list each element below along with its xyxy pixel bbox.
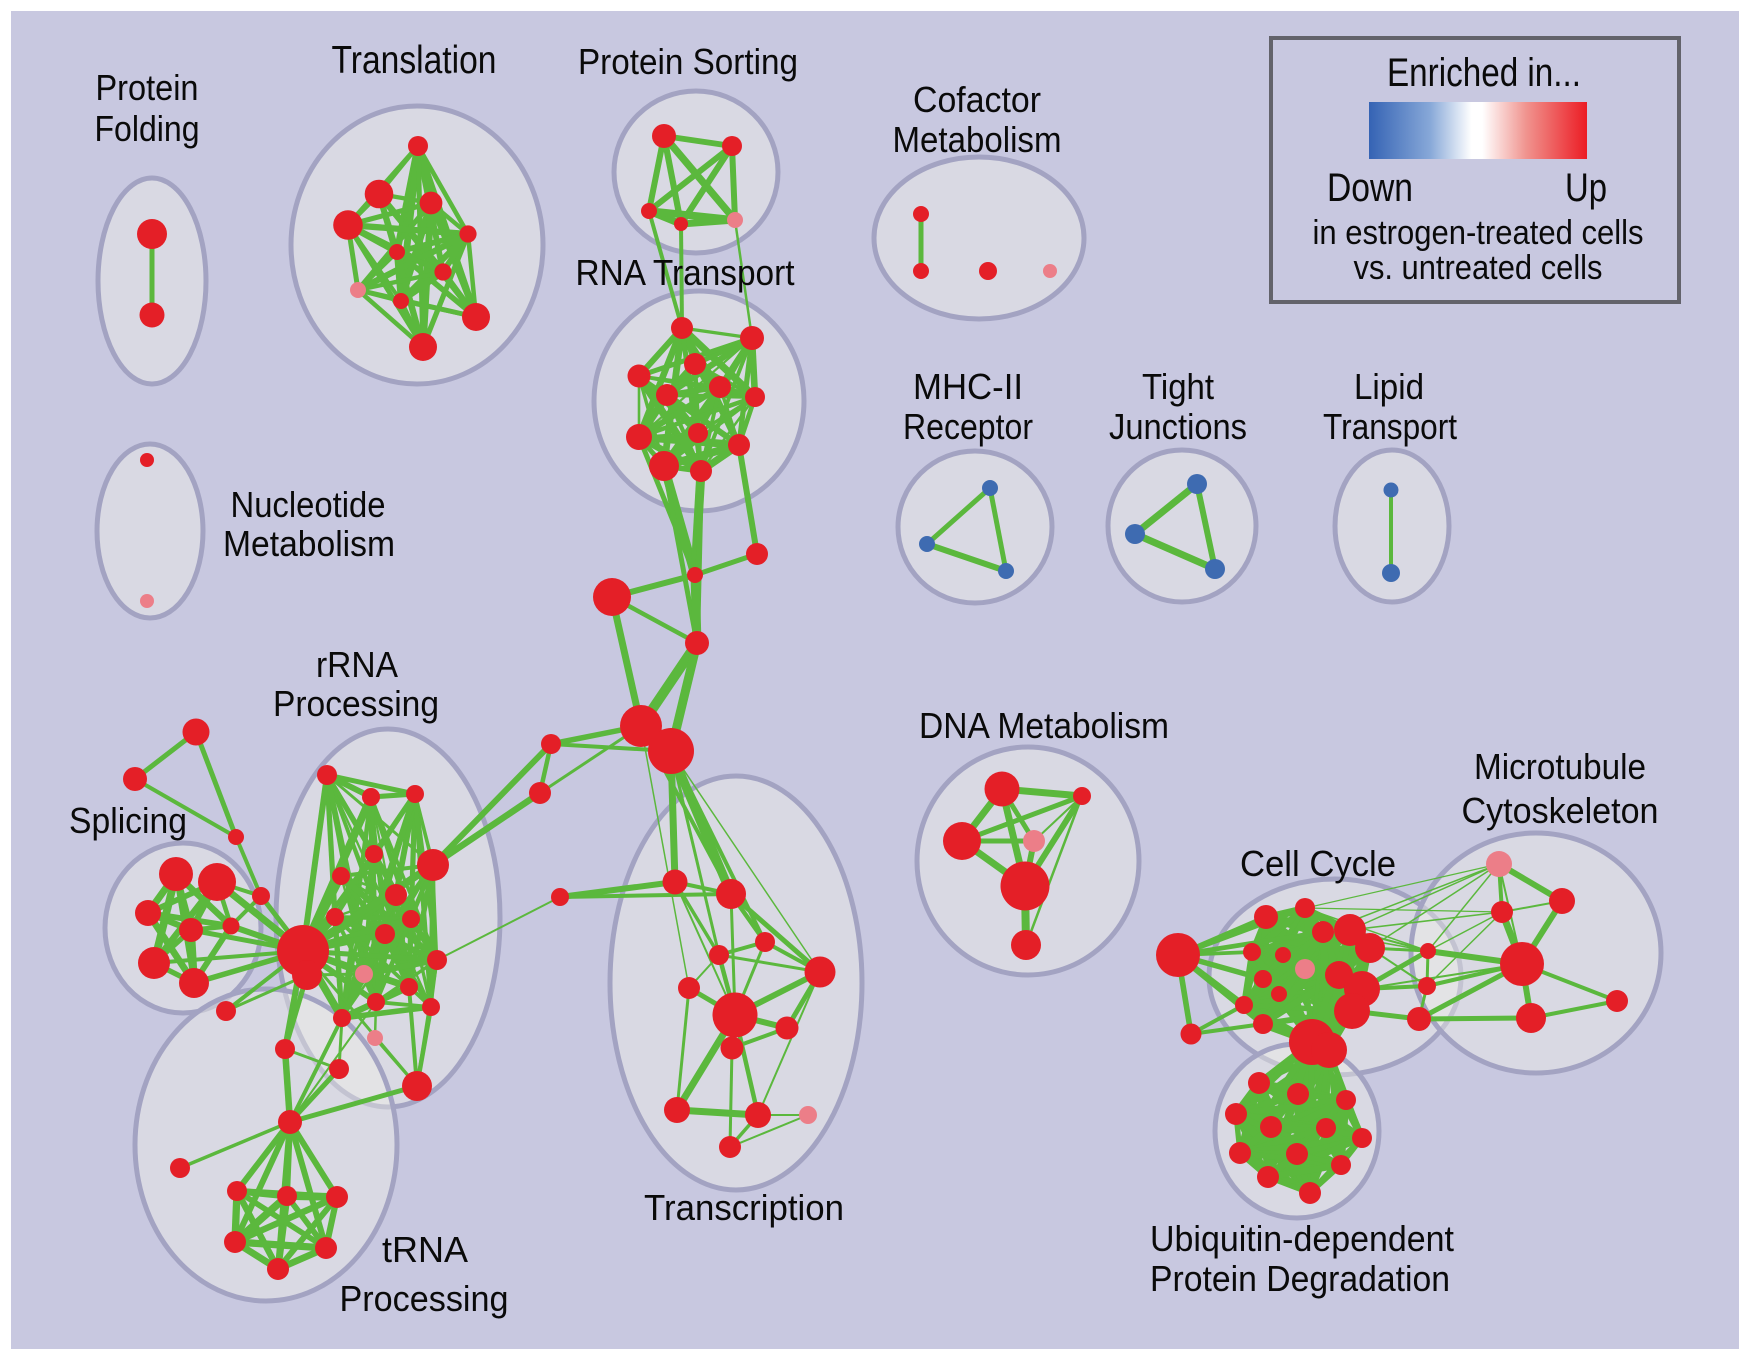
svg-text:Protein Degradation: Protein Degradation <box>1150 1258 1450 1299</box>
svg-text:MHC-II: MHC-II <box>913 366 1023 407</box>
svg-text:Up: Up <box>1565 166 1607 210</box>
svg-text:Cofactor: Cofactor <box>913 79 1041 120</box>
svg-text:DNA Metabolism: DNA Metabolism <box>919 705 1169 746</box>
svg-text:Transport: Transport <box>1323 406 1457 447</box>
svg-text:Enriched in...: Enriched in... <box>1387 51 1581 95</box>
svg-text:Cytoskeleton: Cytoskeleton <box>1462 790 1659 831</box>
svg-text:Metabolism: Metabolism <box>893 119 1062 160</box>
svg-text:Processing: Processing <box>273 683 439 724</box>
svg-text:Receptor: Receptor <box>903 406 1033 447</box>
svg-text:Protein: Protein <box>96 67 199 108</box>
svg-text:rRNA: rRNA <box>316 644 398 685</box>
svg-text:Junctions: Junctions <box>1109 406 1247 447</box>
svg-text:RNA Transport: RNA Transport <box>576 252 795 293</box>
svg-text:tRNA: tRNA <box>382 1229 468 1270</box>
svg-text:Translation: Translation <box>332 39 497 82</box>
svg-text:Cell Cycle: Cell Cycle <box>1240 843 1396 884</box>
svg-text:Splicing: Splicing <box>69 800 187 841</box>
svg-text:Down: Down <box>1327 166 1413 210</box>
svg-text:Transcription: Transcription <box>644 1187 844 1228</box>
svg-text:in estrogen-treated cells: in estrogen-treated cells <box>1313 214 1644 252</box>
svg-text:Lipid: Lipid <box>1354 366 1424 407</box>
svg-text:Tight: Tight <box>1142 366 1214 407</box>
svg-text:Microtubule: Microtubule <box>1474 746 1646 787</box>
svg-text:vs. untreated cells: vs. untreated cells <box>1354 249 1603 287</box>
svg-text:Processing: Processing <box>340 1278 509 1319</box>
svg-text:Metabolism: Metabolism <box>223 523 395 564</box>
svg-text:Protein Sorting: Protein Sorting <box>578 41 798 82</box>
svg-text:Ubiquitin-dependent: Ubiquitin-dependent <box>1150 1218 1454 1259</box>
svg-text:Folding: Folding <box>95 108 200 149</box>
svg-text:Nucleotide: Nucleotide <box>231 484 386 525</box>
